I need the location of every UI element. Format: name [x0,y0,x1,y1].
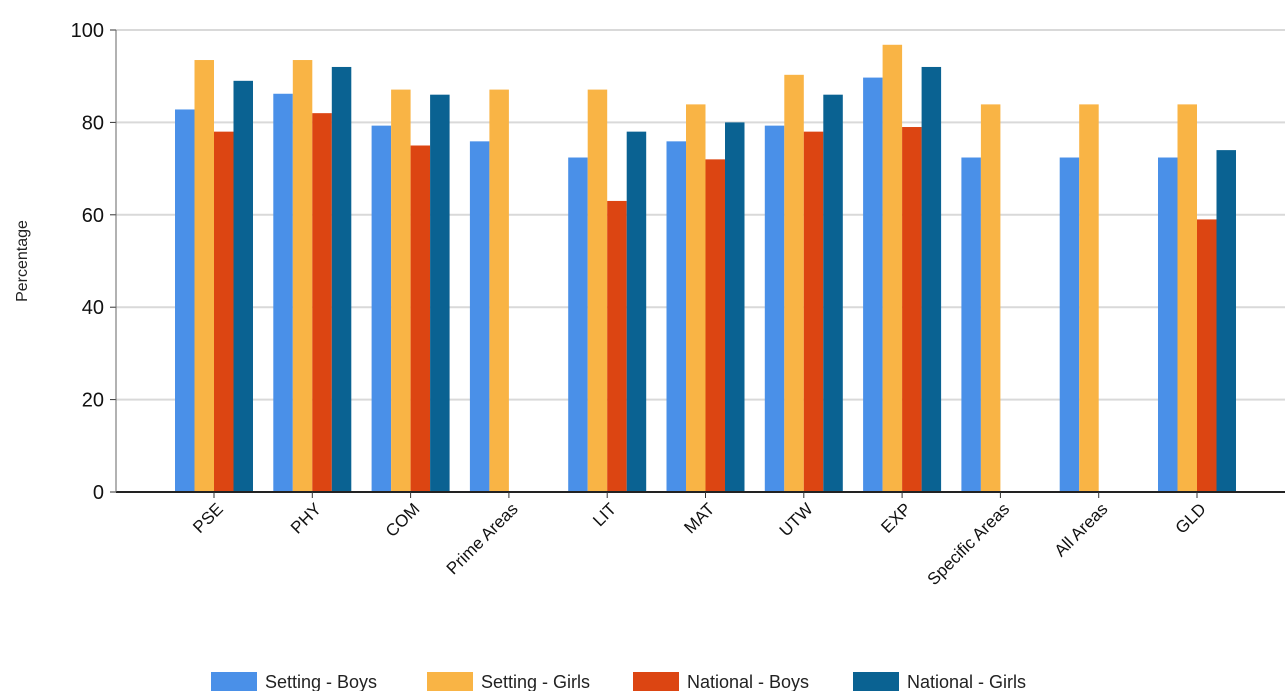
legend-swatch [427,672,473,691]
bar-national-girls-mat [725,122,745,493]
x-tick-label: PHY [287,499,325,537]
x-tick-label: GLD [1172,499,1210,537]
legend-label: National - Girls [907,672,1026,691]
bar-national-boys-utw [803,131,824,492]
bar-national-boys-lit [607,200,627,492]
bar-setting-girls-pse [194,60,214,492]
bar-setting-boys-specific-areas [961,157,981,492]
bar-setting-boys-com [371,125,392,492]
y-tick-label: 100 [71,20,104,42]
bar-setting-boys-utw [764,125,785,492]
bar-national-girls-com [430,94,450,493]
x-tick-label: LIT [589,499,620,530]
bar-setting-boys-exp [863,77,883,492]
bar-setting-boys-gld [1158,157,1178,492]
bar-national-boys-phy [312,113,332,492]
x-tick-label: Prime Areas [443,499,522,578]
y-tick-label: 60 [82,205,104,227]
bar-setting-boys-mat [666,141,686,493]
legend-label: National - Boys [687,672,809,691]
legend-label: Setting - Girls [481,672,590,691]
x-tick-label: COM [382,499,423,540]
bar-national-boys-exp [902,127,922,493]
x-tick-label: All Areas [1051,499,1112,560]
legend-label: Setting - Boys [265,672,377,691]
bar-setting-boys-lit [568,157,588,492]
x-tick-label: EXP [877,499,914,536]
bar-national-boys-gld [1197,219,1217,493]
x-tick-label: UTW [776,499,817,540]
x-tick-label: Specific Areas [924,499,1014,589]
legend: Setting - Boys Setting - Girls National - … [211,672,1026,691]
bar-national-boys-pse [214,131,234,492]
bar-setting-girls-specific-areas [980,104,1001,493]
x-axis-ticks: PSE PHY COM Prime Areas LIT MAT UTW EXP Specific… [189,492,1210,589]
bar-national-boys-com [410,145,431,492]
bar-national-girls-gld [1216,150,1236,492]
bar-setting-boys-pse [175,109,195,493]
bar-setting-boys-all-areas [1059,157,1080,492]
bar-setting-girls-mat [686,104,706,493]
bar-setting-boys-prime-areas [469,141,490,493]
bar-national-boys-mat [705,159,725,493]
y-tick-label: 40 [82,297,104,319]
y-tick-label: 20 [82,390,104,412]
legend-swatch [211,672,257,691]
bar-setting-girls-all-areas [1079,104,1099,493]
bar-setting-girls-gld [1177,104,1197,493]
y-axis-ticks: 0 20 40 60 80 100 [71,20,116,504]
y-axis-label: Percentage [14,220,31,302]
bar-setting-girls-phy [292,60,313,492]
x-tick-label: MAT [680,499,718,537]
y-tick-label: 80 [82,112,104,134]
bar-setting-girls-com [391,89,411,493]
legend-swatch [633,672,679,691]
legend-swatch [853,672,899,691]
bar-national-girls-lit [626,131,647,492]
y-tick-label: 0 [93,482,104,504]
bar-setting-girls-utw [784,74,804,493]
bar-national-girls-pse [233,80,253,492]
bar-setting-girls-prime-areas [489,89,509,493]
bar-national-girls-exp [921,66,942,493]
bar-national-girls-phy [331,66,352,493]
bar-setting-girls-lit [587,89,608,493]
bar-setting-girls-exp [882,44,903,493]
bar-national-girls-utw [823,94,843,493]
x-tick-label: PSE [189,499,226,536]
bars [175,44,1236,493]
bar-setting-boys-phy [273,93,293,493]
